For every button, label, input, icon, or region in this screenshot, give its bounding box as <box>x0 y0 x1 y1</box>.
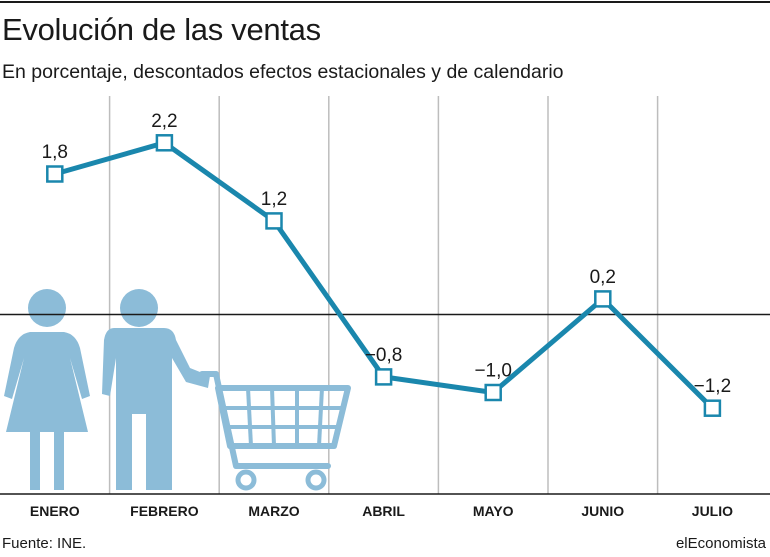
x-tick-junio: JUNIO <box>581 503 624 519</box>
data-point-junio <box>594 290 612 308</box>
chart-subtitle: En porcentaje, descontados efectos estac… <box>2 61 564 83</box>
data-point-abril <box>374 368 393 386</box>
source-note: Fuente: INE. <box>2 535 87 552</box>
data-point-febrero <box>155 134 174 152</box>
man-icon <box>102 289 210 490</box>
data-label-mayo: −1,0 <box>474 361 512 382</box>
x-tick-labels: ENERO FEBRERO MARZO ABRIL MAYO JUNIO JULIO <box>30 503 733 519</box>
data-point-mayo <box>484 383 502 402</box>
x-tick-enero: ENERO <box>30 503 80 519</box>
axes <box>0 313 770 495</box>
data-point-julio <box>703 399 722 417</box>
data-label-febrero: 2,2 <box>151 111 177 132</box>
vertical-gridlines <box>108 96 659 494</box>
data-label-junio: 0,2 <box>590 267 616 288</box>
brand-logo-text: elEconomista <box>675 535 766 552</box>
chart-title: Evolución de las ventas <box>2 12 321 47</box>
x-tick-julio: JULIO <box>692 503 733 519</box>
data-labels: 1,8 2,2 1,2 −0,8 −1,0 0,2 −1,2 <box>42 111 732 397</box>
x-tick-marzo: MARZO <box>248 503 299 519</box>
data-label-marzo: 1,2 <box>261 189 287 210</box>
data-point-enero <box>46 165 64 183</box>
x-tick-febrero: FEBRERO <box>130 503 199 519</box>
data-point-marzo <box>265 212 283 230</box>
line-chart: 1,8 2,2 1,2 −0,8 −1,0 0,2 −1,2 ENERO FEBRERO MAR… <box>0 96 770 519</box>
x-tick-abril: ABRIL <box>362 503 405 519</box>
x-tick-mayo: MAYO <box>473 503 514 519</box>
data-label-abril: −0,8 <box>365 345 403 366</box>
chart-area: 1,8 2,2 1,2 −0,8 −1,0 0,2 −1,2 ENERO FEBRERO MAR… <box>0 96 770 526</box>
series-line <box>46 134 722 417</box>
woman-icon <box>4 289 90 490</box>
shoppers-illustration <box>4 289 351 491</box>
data-label-enero: 1,8 <box>42 142 68 163</box>
data-label-julio: −1,2 <box>694 376 732 397</box>
shopping-cart-icon <box>199 371 351 491</box>
top-rule <box>0 1 770 3</box>
